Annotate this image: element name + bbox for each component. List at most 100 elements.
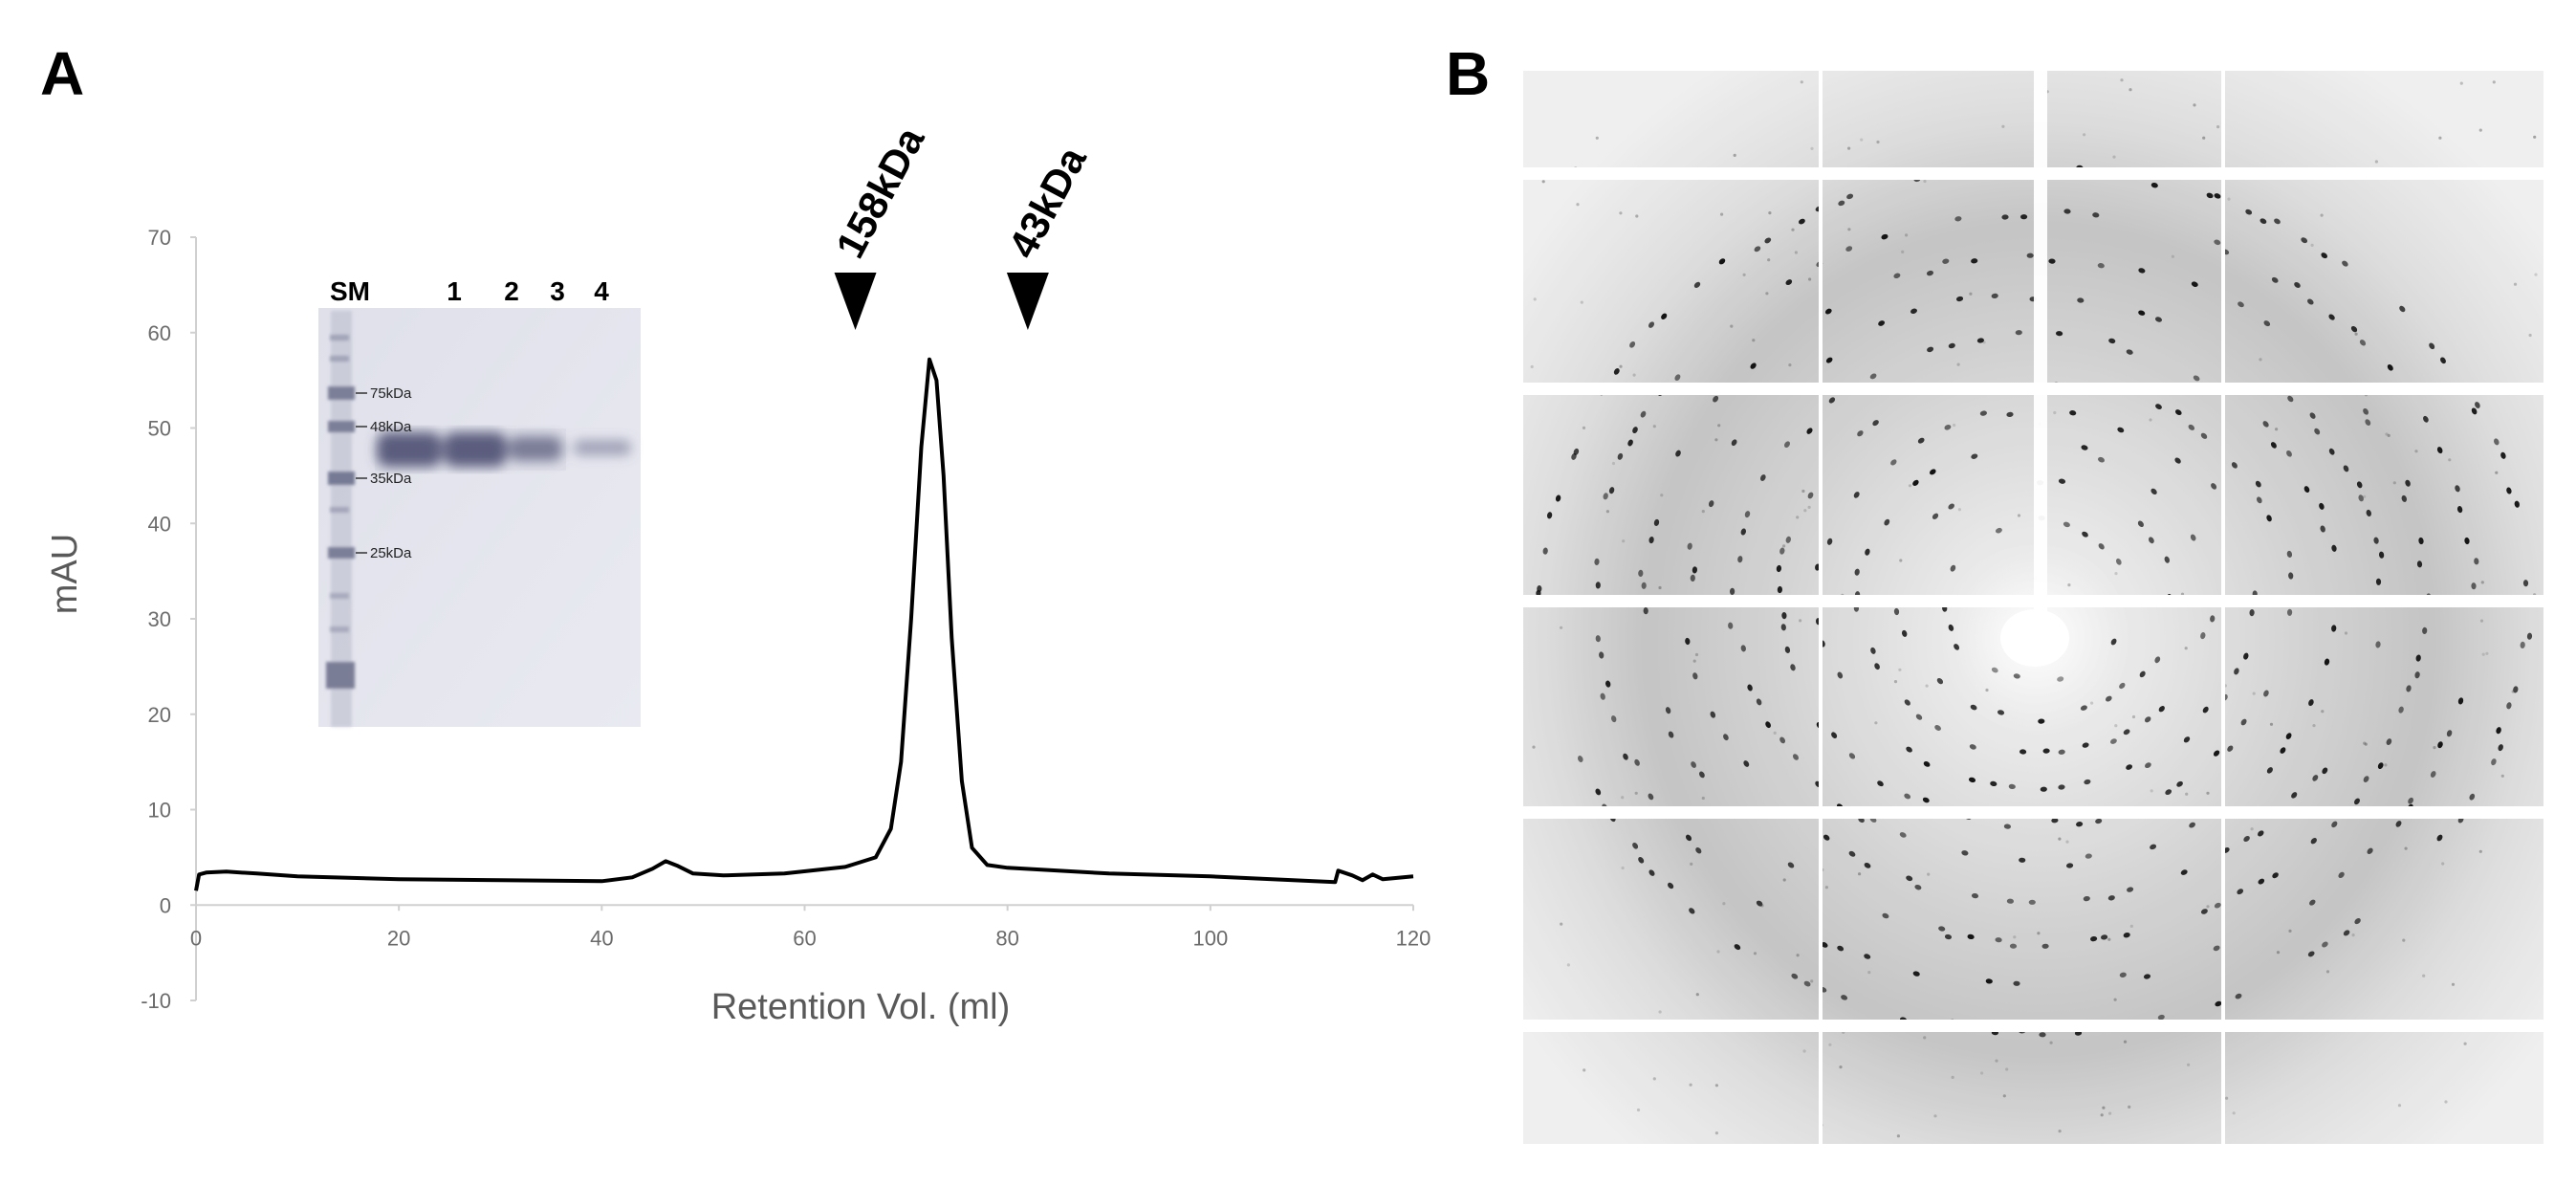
size-marker-label: 158kDa bbox=[827, 120, 933, 266]
diffraction-spot bbox=[2270, 442, 2277, 449]
diffraction-spot bbox=[1773, 731, 1777, 736]
diffraction-spot bbox=[2422, 626, 2428, 634]
diffraction-spot bbox=[1922, 797, 1930, 803]
diffraction-spot bbox=[1608, 487, 1615, 494]
diffraction-spot bbox=[1652, 425, 1656, 428]
diffraction-spot bbox=[2108, 338, 2116, 344]
diffraction-spot bbox=[1634, 791, 1638, 795]
diffraction-spot bbox=[1532, 745, 1536, 749]
diffraction-spot bbox=[1776, 564, 1782, 573]
diffraction-spot bbox=[1971, 892, 1979, 899]
chromatogram-chart: -10 0 10 20 30 40 50 60 70 0 20 40 60 80 100 120 mAU R… bbox=[45, 120, 1430, 1027]
diffraction-spot bbox=[2506, 487, 2512, 494]
diffraction-spot bbox=[2120, 78, 2124, 82]
diffraction-spot bbox=[2042, 748, 2050, 754]
diffraction-spot bbox=[2444, 1100, 2448, 1104]
diffraction-spot bbox=[2343, 930, 2350, 936]
diffraction-spot bbox=[2008, 783, 2016, 790]
diffraction-spot bbox=[2392, 481, 2396, 485]
size-marker-annotations: 158kDa 43kDa bbox=[827, 120, 1095, 330]
diffraction-spot bbox=[2193, 375, 2200, 382]
diffraction-spot bbox=[2307, 951, 2315, 957]
diffraction-spot bbox=[1985, 978, 1993, 984]
diffraction-spot bbox=[2375, 578, 2382, 585]
diffraction-spot bbox=[1750, 362, 1757, 369]
diffraction-spot bbox=[1740, 528, 1746, 536]
diffraction-spot bbox=[2266, 767, 2273, 774]
diffraction-spot bbox=[1594, 558, 1600, 565]
diffraction-spot bbox=[2308, 699, 2314, 707]
diffraction-spot bbox=[1837, 945, 1845, 952]
diffraction-spot bbox=[2448, 458, 2452, 462]
diffraction-spot bbox=[2128, 88, 2132, 92]
y-tick-label: 10 bbox=[148, 799, 171, 823]
diffraction-spot bbox=[1890, 459, 1897, 466]
diffraction-spot bbox=[2015, 330, 2022, 336]
diffraction-spot bbox=[1638, 569, 1644, 577]
diffraction-spot bbox=[1956, 362, 1960, 366]
diffraction-spot bbox=[2164, 556, 2171, 563]
diffraction-spot bbox=[2200, 432, 2208, 439]
diffraction-spot bbox=[1904, 793, 1911, 800]
diffraction-spot bbox=[1765, 721, 1771, 729]
diffraction-spot bbox=[2514, 500, 2520, 508]
diffraction-spot bbox=[1695, 993, 1699, 997]
diffraction-spot bbox=[1845, 246, 1853, 252]
diffraction-spot bbox=[1714, 1131, 1718, 1135]
diffraction-spot bbox=[1781, 612, 1787, 620]
diffraction-spot bbox=[2358, 494, 2364, 502]
diffraction-spot bbox=[2446, 730, 2453, 737]
diffraction-spot bbox=[2154, 656, 2161, 664]
diffraction-spot bbox=[1910, 308, 1917, 315]
diffraction-spot bbox=[1864, 954, 1871, 959]
diffraction-spot bbox=[1685, 637, 1691, 646]
diffraction-spot bbox=[2433, 746, 2436, 750]
diffraction-spot bbox=[2123, 1040, 2128, 1043]
diffraction-spot bbox=[1923, 1036, 1927, 1040]
diffraction-spot bbox=[1622, 539, 1626, 543]
diffraction-spot bbox=[2202, 136, 2206, 140]
diffraction-spot bbox=[1858, 872, 1862, 876]
diffraction-spot bbox=[2430, 771, 2436, 778]
diffraction-spot bbox=[1799, 619, 1802, 623]
diffraction-spot bbox=[2291, 792, 2298, 799]
diffraction-spot bbox=[1713, 395, 1719, 403]
diffraction-spot bbox=[2090, 701, 2094, 705]
gel-lane-labels: SM 1 2 3 4 bbox=[330, 276, 609, 306]
diffraction-spot bbox=[2320, 213, 2324, 217]
diffraction-spot bbox=[2019, 749, 2027, 755]
diffraction-spot bbox=[2422, 974, 2426, 977]
diffraction-spot bbox=[1882, 912, 1889, 919]
diffraction-spot bbox=[1864, 863, 1871, 868]
diffraction-spot bbox=[2500, 451, 2506, 459]
diffraction-spot bbox=[1969, 292, 1973, 296]
diffraction-spot bbox=[2479, 619, 2484, 623]
diffraction-spot bbox=[2037, 932, 2041, 935]
diffraction-spot bbox=[2227, 745, 2234, 752]
diffraction-spot bbox=[2366, 509, 2371, 516]
chromatogram-trace bbox=[194, 357, 1414, 891]
diffraction-spot bbox=[2469, 793, 2476, 801]
diffraction-spot bbox=[1955, 296, 1964, 302]
diffraction-spot bbox=[1969, 744, 1976, 750]
diffraction-spot bbox=[2067, 583, 2071, 587]
x-tick-label: 60 bbox=[793, 926, 816, 950]
diffraction-spot bbox=[1893, 607, 1900, 616]
diffraction-spot bbox=[2455, 485, 2460, 493]
diffraction-spot bbox=[1948, 503, 1954, 510]
diffraction-spot bbox=[2384, 763, 2388, 767]
diffraction-spot bbox=[1860, 138, 1864, 142]
diffraction-spot bbox=[1912, 971, 1920, 977]
diffraction-spot bbox=[2081, 445, 2088, 450]
diffraction-spot bbox=[2119, 972, 2127, 977]
diffraction-spot bbox=[1971, 258, 1978, 264]
diffraction-spot bbox=[2019, 857, 2026, 863]
diffraction-spot bbox=[1648, 793, 1654, 801]
diffraction-spot bbox=[2066, 863, 2074, 868]
y-tick-label: 0 bbox=[160, 893, 171, 917]
diffraction-spot bbox=[2115, 558, 2122, 565]
diffraction-spot bbox=[2001, 214, 2009, 220]
diffraction-spot bbox=[1632, 842, 1639, 849]
diffraction-spot bbox=[1653, 518, 1660, 526]
diffraction-spot bbox=[1694, 652, 1699, 657]
